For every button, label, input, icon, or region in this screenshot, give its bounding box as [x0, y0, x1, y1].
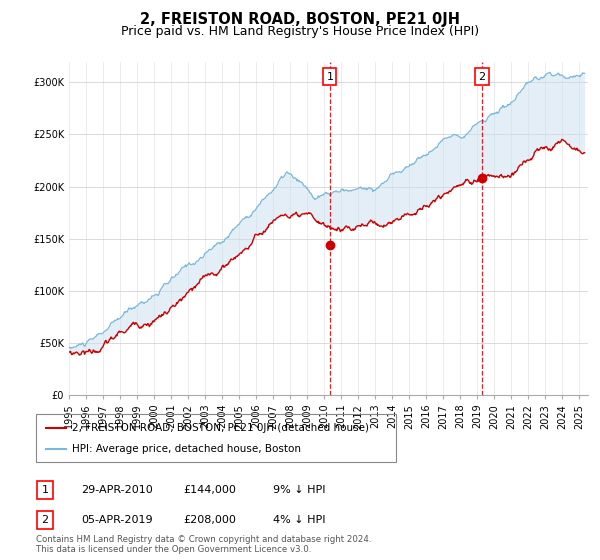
Text: 05-APR-2019: 05-APR-2019 — [81, 515, 152, 525]
Text: 1: 1 — [326, 72, 334, 82]
Text: 9% ↓ HPI: 9% ↓ HPI — [273, 485, 325, 495]
Text: 2, FREISTON ROAD, BOSTON, PE21 0JH (detached house): 2, FREISTON ROAD, BOSTON, PE21 0JH (deta… — [72, 423, 369, 433]
Text: Price paid vs. HM Land Registry's House Price Index (HPI): Price paid vs. HM Land Registry's House … — [121, 25, 479, 38]
Text: 2, FREISTON ROAD, BOSTON, PE21 0JH: 2, FREISTON ROAD, BOSTON, PE21 0JH — [140, 12, 460, 27]
FancyBboxPatch shape — [37, 481, 53, 499]
Text: 1: 1 — [41, 485, 49, 495]
Text: 4% ↓ HPI: 4% ↓ HPI — [273, 515, 325, 525]
Text: 29-APR-2010: 29-APR-2010 — [81, 485, 153, 495]
Text: £144,000: £144,000 — [183, 485, 236, 495]
Text: HPI: Average price, detached house, Boston: HPI: Average price, detached house, Bost… — [72, 444, 301, 454]
Text: 2: 2 — [478, 72, 485, 82]
FancyBboxPatch shape — [37, 511, 53, 529]
Text: This data is licensed under the Open Government Licence v3.0.: This data is licensed under the Open Gov… — [36, 545, 311, 554]
Text: 2: 2 — [41, 515, 49, 525]
Text: Contains HM Land Registry data © Crown copyright and database right 2024.: Contains HM Land Registry data © Crown c… — [36, 535, 371, 544]
Text: £208,000: £208,000 — [183, 515, 236, 525]
